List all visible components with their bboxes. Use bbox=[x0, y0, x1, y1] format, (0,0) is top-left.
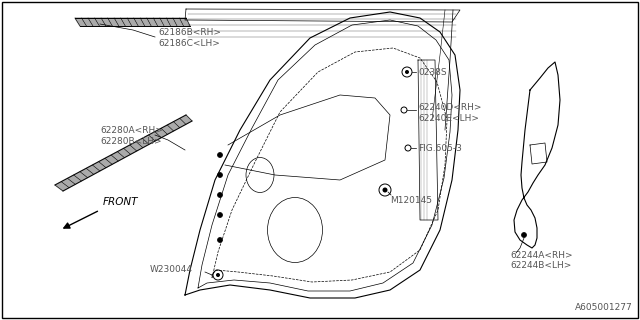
Circle shape bbox=[522, 233, 527, 237]
Text: FIG.605-3: FIG.605-3 bbox=[418, 143, 462, 153]
Text: 62186B<RH>: 62186B<RH> bbox=[158, 28, 221, 36]
Text: M120145: M120145 bbox=[390, 196, 432, 204]
Circle shape bbox=[218, 153, 223, 157]
Circle shape bbox=[383, 188, 387, 193]
Polygon shape bbox=[514, 62, 560, 248]
Circle shape bbox=[218, 172, 223, 178]
Circle shape bbox=[218, 212, 223, 218]
Text: 62244A<RH>: 62244A<RH> bbox=[510, 251, 573, 260]
Text: 62240D<RH>: 62240D<RH> bbox=[418, 102, 481, 111]
Polygon shape bbox=[75, 18, 190, 26]
Text: 62240E<LH>: 62240E<LH> bbox=[418, 114, 479, 123]
Circle shape bbox=[218, 237, 223, 243]
Polygon shape bbox=[55, 115, 192, 191]
Circle shape bbox=[405, 70, 409, 74]
Text: 62280B<LH>: 62280B<LH> bbox=[100, 137, 162, 146]
Text: A605001277: A605001277 bbox=[575, 303, 633, 312]
Circle shape bbox=[216, 273, 220, 277]
Text: W230044: W230044 bbox=[150, 266, 193, 275]
Circle shape bbox=[218, 193, 223, 197]
Text: FRONT: FRONT bbox=[103, 197, 138, 207]
Polygon shape bbox=[185, 9, 460, 22]
Text: 0238S: 0238S bbox=[418, 68, 447, 76]
Text: 62280A<RH>: 62280A<RH> bbox=[100, 125, 163, 134]
Text: 62186C<LH>: 62186C<LH> bbox=[158, 38, 220, 47]
Text: 62244B<LH>: 62244B<LH> bbox=[510, 261, 572, 270]
